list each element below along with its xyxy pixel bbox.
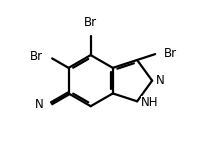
Text: Br: Br bbox=[30, 50, 43, 63]
Text: Br: Br bbox=[164, 47, 177, 60]
Text: N: N bbox=[156, 74, 165, 87]
Text: Br: Br bbox=[84, 16, 97, 29]
Text: NH: NH bbox=[141, 96, 159, 109]
Text: N: N bbox=[35, 98, 43, 111]
